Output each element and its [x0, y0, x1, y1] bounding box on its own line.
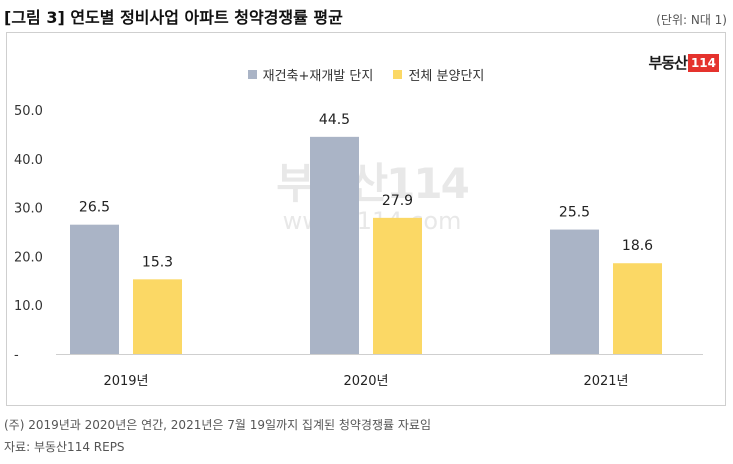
chart-title: [그림 3] 연도별 정비사업 아파트 청약경쟁률 평균 — [4, 8, 343, 27]
legend-swatch-series2 — [393, 70, 403, 79]
logo-text: 부동산 — [648, 54, 688, 72]
data-label: 25.5 — [559, 205, 590, 221]
legend-item-series2: 전체 분양단지 — [393, 65, 484, 84]
brand-logo: 부동산 114 — [649, 52, 719, 73]
legend: 재건축+재개발 단지 전체 분양단지 — [7, 65, 725, 84]
y-tick-label: - — [14, 348, 19, 363]
data-label: 15.3 — [142, 254, 173, 270]
y-tick-label: 40.0 — [14, 153, 43, 168]
bar-series1 — [70, 224, 119, 354]
y-tick-label: 50.0 — [14, 104, 43, 119]
bar-series1 — [550, 229, 599, 354]
x-tick-label: 2021년 — [583, 374, 628, 389]
bar-series1 — [310, 136, 359, 354]
data-label: 44.5 — [319, 112, 350, 128]
bar-series2 — [133, 279, 182, 354]
x-tick-label: 2020년 — [343, 374, 388, 389]
data-label: 18.6 — [622, 238, 653, 254]
bar-series2 — [373, 217, 422, 354]
y-tick-label: 20.0 — [14, 250, 43, 265]
y-tick-label: 30.0 — [14, 202, 43, 217]
bar-series2 — [613, 263, 662, 354]
logo-box: 114 — [687, 53, 719, 72]
legend-label-series2: 전체 분양단지 — [408, 69, 485, 84]
footnote: (주) 2019년과 2020년은 연간, 2021년은 7월 19일까지 집계… — [4, 418, 431, 432]
legend-label-series1: 재건축+재개발 단지 — [262, 69, 374, 84]
legend-item-series1: 재건축+재개발 단지 — [247, 65, 374, 84]
source-note: 자료: 부동산114 REPS — [4, 440, 125, 454]
y-tick-label: 10.0 — [14, 299, 43, 314]
unit-label: (단위: N대 1) — [656, 13, 727, 27]
chart-panel: 부동산 114 재건축+재개발 단지 전체 분양단지 — [6, 32, 726, 406]
data-label: 27.9 — [382, 193, 413, 209]
legend-swatch-series1 — [247, 70, 257, 79]
data-label: 26.5 — [79, 200, 110, 216]
x-tick-label: 2019년 — [103, 374, 148, 389]
